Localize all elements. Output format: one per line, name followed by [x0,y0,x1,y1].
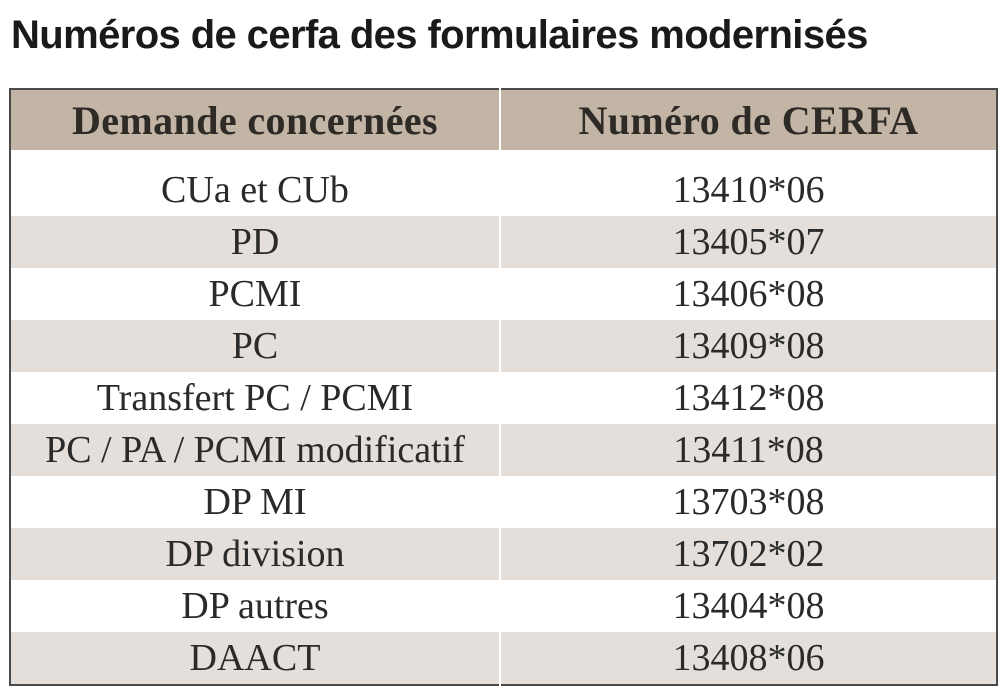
cerfa-cell: 13409*08 [499,320,997,372]
demande-cell: CUa et CUb [10,164,501,216]
demande-cell: Transfert PC / PCMI [10,372,501,424]
demande-cell: DAACT [10,632,501,685]
header-row: Demande concernées Numéro de CERFA [10,89,997,150]
cerfa-cell: 13405*07 [499,216,997,268]
table-row: DP autres 13404*08 [10,580,997,632]
demande-cell: DP division [10,528,501,580]
table-header: Demande concernées Numéro de CERFA [10,89,997,150]
table-row: PCMI 13406*08 [10,268,997,320]
demande-cell: PC [10,320,501,372]
cerfa-cell: 13406*08 [499,268,997,320]
demande-cell: DP autres [10,580,501,632]
cerfa-cell: 13411*08 [499,424,997,476]
demande-cell: PC / PA / PCMI modificatif [10,424,501,476]
header-spacer [10,150,997,164]
table-row: Transfert PC / PCMI 13412*08 [10,372,997,424]
page-title: Numéros de cerfa des formulaires moderni… [11,13,868,57]
cerfa-cell: 13408*06 [499,632,997,685]
table-row: PC / PA / PCMI modificatif 13411*08 [10,424,997,476]
column-header-demande: Demande concernées [10,89,501,150]
column-header-cerfa: Numéro de CERFA [499,89,997,150]
cerfa-cell: 13703*08 [499,476,997,528]
cerfa-cell: 13410*06 [499,164,997,216]
table-row: DP MI 13703*08 [10,476,997,528]
demande-cell: PD [10,216,501,268]
table-row: PD 13405*07 [10,216,997,268]
cerfa-cell: 13412*08 [499,372,997,424]
table-body: CUa et CUb 13410*06 PD 13405*07 PCMI 134… [10,150,997,685]
cerfa-table: Demande concernées Numéro de CERFA CUa e… [9,88,998,686]
table-row: DAACT 13408*06 [10,632,997,685]
demande-cell: PCMI [10,268,501,320]
cerfa-cell: 13702*02 [499,528,997,580]
demande-cell: DP MI [10,476,501,528]
table-row: PC 13409*08 [10,320,997,372]
table-row: CUa et CUb 13410*06 [10,164,997,216]
cerfa-cell: 13404*08 [499,580,997,632]
table-row: DP division 13702*02 [10,528,997,580]
